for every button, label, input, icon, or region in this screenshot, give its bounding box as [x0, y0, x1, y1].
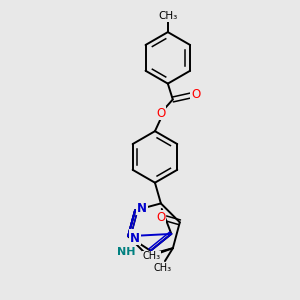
Text: CH₃: CH₃: [158, 11, 178, 21]
Text: N: N: [137, 202, 147, 215]
Text: CH₃: CH₃: [154, 263, 172, 273]
Text: N: N: [130, 230, 140, 243]
Text: CH₃: CH₃: [142, 251, 160, 261]
Text: O: O: [156, 107, 166, 120]
Text: O: O: [191, 88, 200, 101]
Text: NH: NH: [117, 247, 135, 257]
Text: O: O: [156, 211, 166, 224]
Text: N: N: [130, 232, 140, 245]
